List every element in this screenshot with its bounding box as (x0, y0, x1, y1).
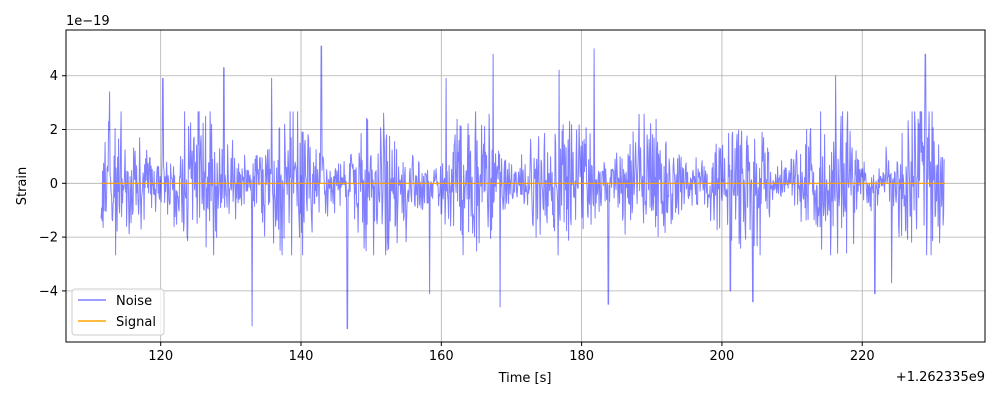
plot-frame (65, 29, 986, 343)
y-axis-label: Strain (15, 167, 30, 206)
y-tick-label: −2 (39, 231, 58, 246)
y-tick-label: 2 (50, 123, 58, 138)
y-axis-ticks: −4 −2 0 2 4 (39, 69, 66, 299)
legend-signal-label: Signal (116, 315, 156, 330)
y-scale-label: 1e−19 (66, 14, 110, 29)
legend-noise-label: Noise (116, 294, 152, 309)
x-tick-label: 220 (850, 349, 875, 364)
series-noise (100, 45, 946, 330)
y-tick-label: 4 (50, 69, 58, 84)
legend: Noise Signal (71, 288, 165, 336)
x-offset-label: +1.262335e9 (896, 370, 985, 385)
x-axis-ticks: 120 140 160 180 200 220 (148, 342, 875, 364)
x-tick-label: 160 (429, 349, 454, 364)
x-tick-label: 120 (148, 349, 173, 364)
noise-line (100, 45, 946, 330)
x-tick-label: 140 (289, 349, 314, 364)
x-tick-label: 180 (569, 349, 594, 364)
y-tick-label: −4 (39, 284, 58, 299)
x-tick-label: 200 (710, 349, 735, 364)
x-axis-label: Time [s] (498, 371, 552, 386)
y-tick-label: 0 (50, 177, 58, 192)
